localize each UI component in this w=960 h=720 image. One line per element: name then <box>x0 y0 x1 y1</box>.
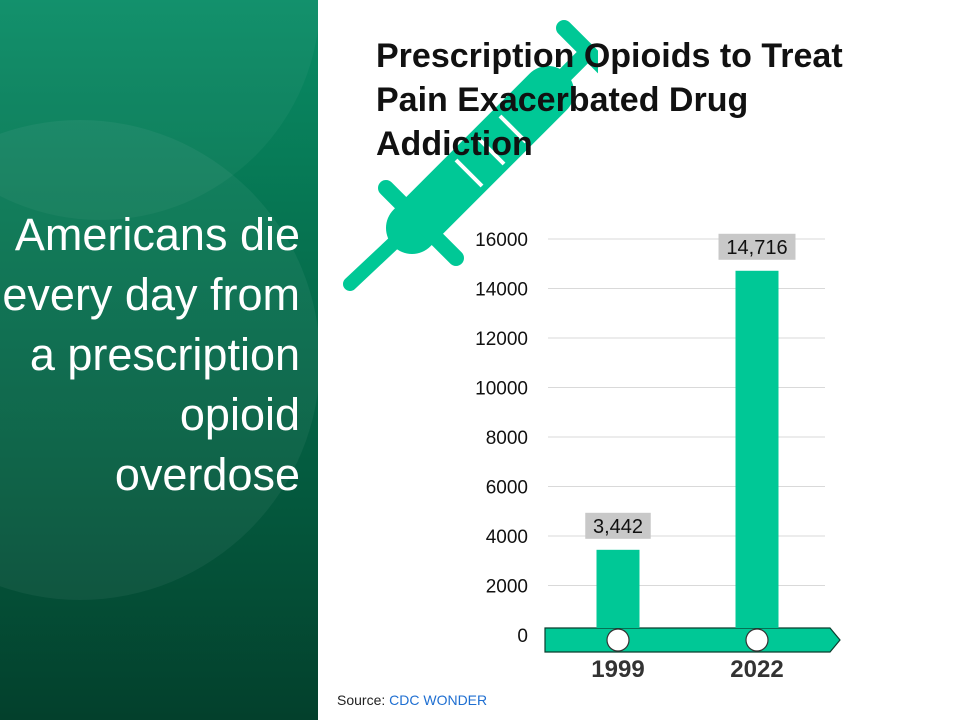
data-label: 3,442 <box>593 516 643 538</box>
x-category-label: 1999 <box>591 656 644 683</box>
y-tick-label: 6000 <box>486 478 528 499</box>
axis-marker <box>606 628 630 652</box>
bar <box>596 549 640 628</box>
y-tick-label: 2000 <box>486 577 528 598</box>
y-tick-label: 0 <box>517 626 528 647</box>
bar-chart: 0 2000 4000 6000 8000 10000 12000 14000 16000 3,4… <box>475 230 841 683</box>
bar <box>735 270 779 628</box>
source-prefix: Source: <box>337 692 386 708</box>
x-axis-arrow <box>544 627 841 653</box>
panel-glow-top <box>0 0 318 220</box>
data-label: 14,716 <box>726 237 787 259</box>
chart-title: Prescription Opioids to Treat Pain Exace… <box>376 37 843 163</box>
syringe-icon <box>343 20 598 291</box>
y-tick-label: 14000 <box>475 280 528 301</box>
y-tick-label: 8000 <box>486 428 528 449</box>
axis-marker <box>745 628 769 652</box>
data-label-bg <box>585 512 651 539</box>
x-category-label: 2022 <box>730 656 783 683</box>
headline-text: Americans die every day from a prescript… <box>2 209 300 500</box>
y-tick-label: 16000 <box>475 230 528 251</box>
left-panel: Americans die every day from a prescript… <box>0 0 318 720</box>
data-label-bg <box>718 233 796 260</box>
y-tick-label: 10000 <box>475 379 528 400</box>
source-note: Source: CDC WONDER <box>337 692 487 708</box>
y-tick-label: 12000 <box>475 329 528 350</box>
y-tick-label: 4000 <box>486 527 528 548</box>
source-link[interactable]: CDC WONDER <box>389 692 488 708</box>
